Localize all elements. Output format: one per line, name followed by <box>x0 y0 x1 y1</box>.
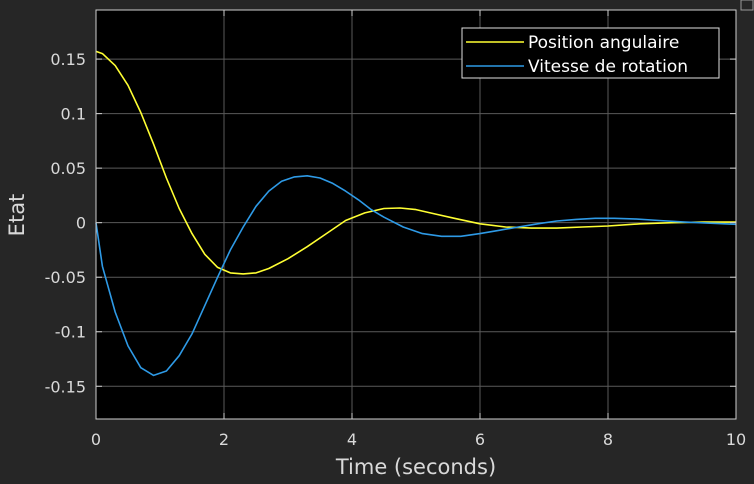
legend-box <box>461 27 720 79</box>
axis-ticks: 0 2 4 6 8 10 -0.15 -0.1 -0.05 0 0.05 0.1 0.15 <box>45 10 746 449</box>
y-tick-label: -0.1 <box>55 323 86 342</box>
x-tick-label: 2 <box>219 430 229 449</box>
x-tick-label: 6 <box>475 430 485 449</box>
series-line-vitesse-de-rotation <box>95 175 737 377</box>
legend[interactable]: Position angulaire Vitesse de rotation <box>461 27 720 79</box>
series-line-position-angulaire <box>95 50 736 275</box>
legend-label: Position angulaire <box>528 33 679 53</box>
y-tick-label: 0.1 <box>61 105 86 124</box>
y-tick-label: 0.15 <box>50 50 86 69</box>
figure-corner-control[interactable] <box>740 0 754 11</box>
legend-label: Vitesse de rotation <box>528 57 688 77</box>
plot-frame <box>95 9 737 420</box>
y-tick-label: -0.05 <box>45 268 86 287</box>
y-tick-label: 0 <box>76 214 86 233</box>
grid <box>95 10 737 419</box>
x-tick-label: 4 <box>347 430 357 449</box>
x-tick-label: 10 <box>726 430 746 449</box>
series-lines <box>95 50 737 377</box>
x-axis-title: Time (seconds) <box>335 455 496 479</box>
y-tick-label: 0.05 <box>50 159 86 178</box>
y-axis-title: Etat <box>5 194 29 237</box>
y-tick-label: -0.15 <box>45 377 86 396</box>
x-tick-label: 0 <box>91 430 101 449</box>
x-tick-label: 8 <box>603 430 613 449</box>
